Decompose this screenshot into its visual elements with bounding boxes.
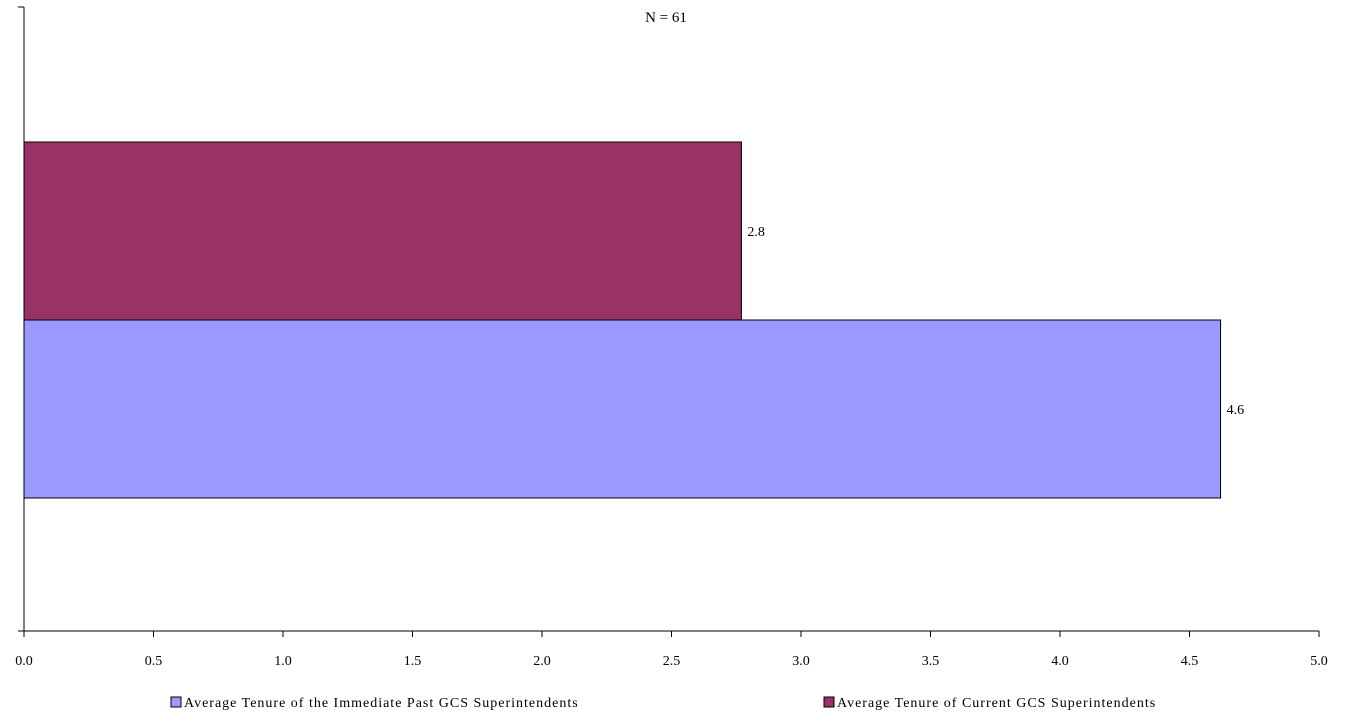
chart-subtitle: N = 61	[645, 10, 687, 26]
bar-labels-group: 4.6 2.8	[747, 225, 1244, 418]
x-tick-label: 2.5	[663, 654, 681, 669]
legend-label-current: Average Tenure of Current GCS Superinten…	[837, 696, 1156, 711]
x-tick-label: 2.0	[533, 654, 551, 669]
x-tick-label: 4.5	[1181, 654, 1199, 669]
legend: Average Tenure of the Immediate Past GCS…	[170, 696, 1156, 711]
bar-current	[23, 141, 742, 321]
bar-past	[23, 319, 1222, 499]
legend-label-past: Average Tenure of the Immediate Past GCS…	[184, 696, 579, 711]
x-tick-label: 0.0	[15, 654, 33, 669]
x-tick-label: 4.0	[1051, 654, 1069, 669]
data-label-past: 4.6	[1227, 403, 1245, 418]
x-tick-labels-group: 0.0 0.5 1.0 1.5 2.0 2.5 3.0 3.5 4.0 4.5 5.0	[15, 654, 1328, 669]
x-tick-label: 5.0	[1310, 654, 1328, 669]
x-tick-label: 3.0	[792, 654, 810, 669]
legend-swatch-past	[170, 696, 182, 708]
x-ticks-group	[23, 631, 1320, 637]
bars-group	[23, 141, 1222, 499]
legend-swatch-current	[823, 696, 835, 708]
x-tick-label: 0.5	[145, 654, 163, 669]
x-tick-label: 3.5	[922, 654, 940, 669]
data-label-current: 2.8	[747, 225, 765, 240]
x-tick-label: 1.0	[274, 654, 292, 669]
x-tick-label: 1.5	[404, 654, 422, 669]
